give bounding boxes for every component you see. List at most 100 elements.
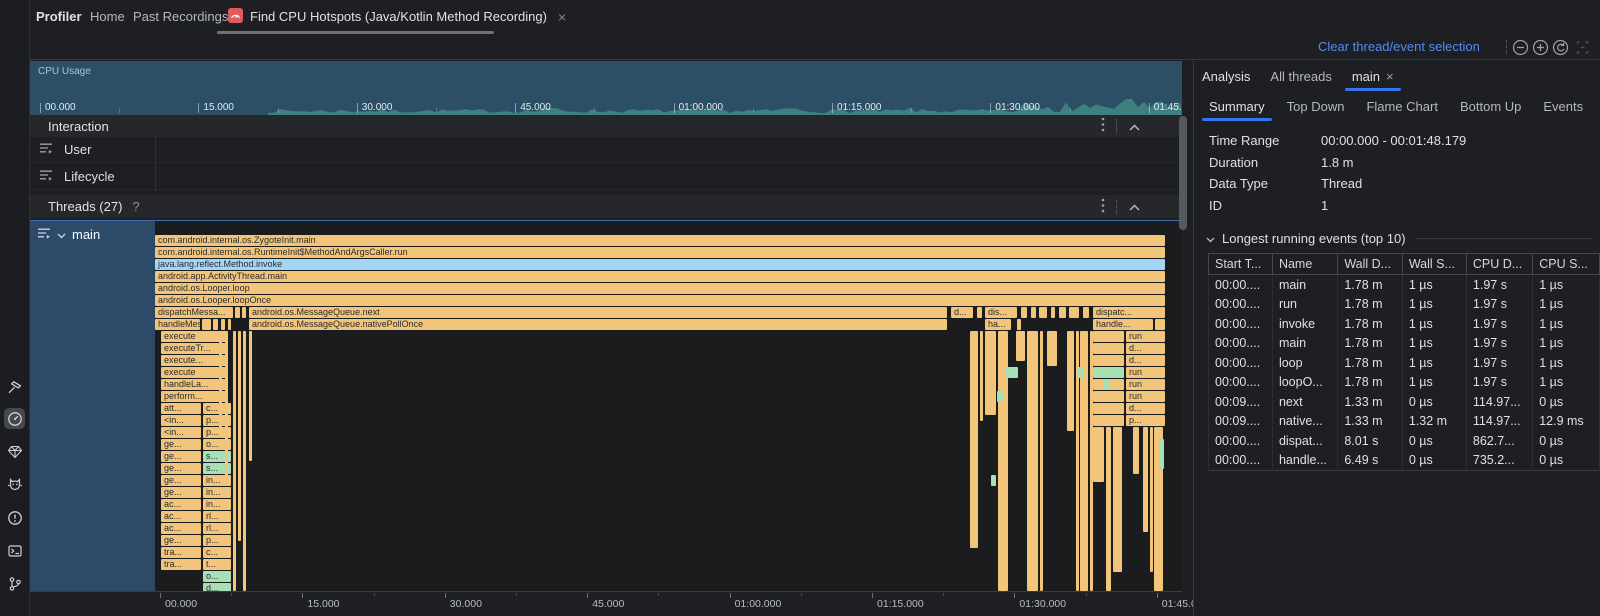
flame-bar[interactable]: d... xyxy=(1126,403,1165,414)
close-tab-icon[interactable]: × xyxy=(558,9,566,25)
events-column-header[interactable]: CPU D... xyxy=(1466,254,1532,275)
flame-bar[interactable] xyxy=(1039,307,1047,318)
flame-bar[interactable] xyxy=(233,331,236,591)
flame-bar[interactable]: execute xyxy=(161,367,227,378)
flame-bar[interactable] xyxy=(249,331,252,461)
flame-bar[interactable] xyxy=(1016,331,1025,361)
flame-bar[interactable]: execute... xyxy=(161,355,227,366)
flame-bar[interactable]: handle... xyxy=(1093,319,1153,330)
flame-bar[interactable] xyxy=(1051,307,1055,318)
flame-bar[interactable] xyxy=(219,331,222,431)
flame-bar[interactable]: ge... xyxy=(161,451,201,462)
event-row[interactable]: 00:00....invoke1.78 m1 µs1.97 s1 µs xyxy=(1209,314,1600,334)
flame-bar[interactable]: <in... xyxy=(161,427,201,438)
detail-tab-flame-chart[interactable]: Flame Chart xyxy=(1366,91,1438,121)
flame-bar[interactable] xyxy=(1113,427,1122,572)
close-tab-icon[interactable]: × xyxy=(1386,69,1394,84)
flame-bar[interactable]: dis... xyxy=(985,307,1017,318)
flame-bar[interactable]: ac... xyxy=(161,499,201,510)
flame-bar[interactable]: ac... xyxy=(161,511,201,522)
zoom-out-icon[interactable] xyxy=(1512,39,1529,56)
cpu-usage-track[interactable]: CPU Usage 00.00015.00030.00045.00001:00.… xyxy=(30,61,1182,115)
reset-zoom-icon[interactable] xyxy=(1552,39,1569,56)
flame-bar[interactable]: ge... xyxy=(161,463,201,474)
event-row[interactable]: 00:09....native...1.33 m1.32 m114.97...1… xyxy=(1209,412,1600,432)
kebab-menu-icon[interactable] xyxy=(1101,198,1105,216)
tab-find-cpu-hotspots[interactable]: Find CPU Hotspots (Java/Kotlin Method Re… xyxy=(217,0,577,33)
flame-bar[interactable] xyxy=(1106,427,1111,591)
flame-bar[interactable] xyxy=(1133,427,1139,474)
flame-bar[interactable] xyxy=(1027,331,1038,591)
flame-bar[interactable] xyxy=(977,307,982,318)
flame-bar[interactable]: rl... xyxy=(203,511,231,522)
call-chart[interactable]: com.android.internal.os.ZygoteInit.mainc… xyxy=(155,221,1182,591)
flame-bar[interactable] xyxy=(980,331,983,421)
event-row[interactable]: 00:00....dispat...8.01 s0 µs862.7...0 µs xyxy=(1209,431,1600,451)
build-icon[interactable] xyxy=(4,376,25,397)
flame-bar[interactable]: handleMes... xyxy=(155,319,200,330)
flame-bar[interactable] xyxy=(1093,391,1124,402)
detail-tab-bottom-up[interactable]: Bottom Up xyxy=(1460,91,1521,121)
flame-bar[interactable]: java.lang.reflect.Method.invoke xyxy=(155,259,1165,270)
event-row[interactable]: 00:00....run1.78 m1 µs1.97 s1 µs xyxy=(1209,295,1600,315)
flame-bar[interactable] xyxy=(235,307,240,318)
flame-bar[interactable]: d... xyxy=(1126,343,1165,354)
flame-bar[interactable] xyxy=(1047,331,1057,366)
flame-bar[interactable]: run xyxy=(1126,367,1165,378)
flame-bar[interactable] xyxy=(1093,331,1124,342)
flame-bar[interactable]: tra... xyxy=(161,547,201,558)
flame-bar[interactable] xyxy=(1059,307,1066,318)
events-column-header[interactable]: Name xyxy=(1272,254,1337,275)
flame-bar[interactable]: dispatchMessa... xyxy=(155,307,233,318)
detail-tab-summary[interactable]: Summary xyxy=(1209,91,1265,121)
thread-tab-main[interactable]: main× xyxy=(1352,61,1394,91)
events-column-header[interactable]: Wall S... xyxy=(1402,254,1466,275)
flame-bar[interactable]: executeTr... xyxy=(161,343,227,354)
flame-bar[interactable]: p... xyxy=(1126,415,1165,426)
flame-bar[interactable] xyxy=(1093,355,1124,366)
flame-bar[interactable] xyxy=(1150,427,1153,572)
problems-icon[interactable] xyxy=(4,507,25,528)
flame-bar[interactable]: p... xyxy=(203,535,231,546)
event-row[interactable]: 00:00....loopO...1.78 m1 µs1.97 s1 µs xyxy=(1209,373,1600,393)
flame-bar[interactable]: ge... xyxy=(161,535,201,546)
flame-bar[interactable] xyxy=(1021,307,1027,318)
flame-bar[interactable] xyxy=(1017,319,1021,330)
flame-bar[interactable]: com.android.internal.os.ZygoteInit.main xyxy=(155,235,1165,246)
tab-past-recordings[interactable]: Past Recordings xyxy=(133,9,228,24)
zoom-to-selection-icon[interactable] xyxy=(1574,39,1591,56)
flame-bar[interactable]: ha... xyxy=(985,319,1011,330)
flame-bar[interactable] xyxy=(1077,367,1084,378)
flame-bar[interactable] xyxy=(1083,307,1089,318)
flame-bar[interactable] xyxy=(1031,307,1036,318)
flame-bar[interactable] xyxy=(1093,427,1104,482)
flame-bar[interactable]: att... xyxy=(161,403,201,414)
flame-bar[interactable]: perform... xyxy=(161,391,227,402)
flame-bar[interactable]: ac... xyxy=(161,523,201,534)
flame-bar[interactable] xyxy=(228,319,231,330)
flame-bar[interactable] xyxy=(1069,307,1079,318)
flame-bar[interactable]: ge... xyxy=(161,475,201,486)
thread-tab-all-threads[interactable]: All threads xyxy=(1270,61,1331,91)
help-icon[interactable]: ? xyxy=(132,199,139,214)
flame-bar[interactable] xyxy=(1093,403,1124,414)
event-row[interactable]: 00:00....main1.78 m1 µs1.97 s1 µs xyxy=(1209,334,1600,354)
detail-tab-events[interactable]: Events xyxy=(1543,91,1583,121)
events-column-header[interactable]: CPU S... xyxy=(1533,254,1600,275)
event-row[interactable]: 00:00....loop1.78 m1 µs1.97 s1 µs xyxy=(1209,353,1600,373)
flame-bar[interactable]: android.os.MessageQueue.nativePollOnce xyxy=(249,319,947,330)
flame-bar[interactable]: d... xyxy=(203,583,231,591)
track-row-user[interactable]: User xyxy=(30,137,1182,163)
flame-bar[interactable] xyxy=(1103,379,1109,390)
flame-bar[interactable]: run xyxy=(1126,379,1165,390)
app-quality-insights-icon[interactable] xyxy=(4,441,25,462)
flame-bar[interactable]: tra... xyxy=(161,559,201,570)
flame-bar[interactable] xyxy=(1155,319,1165,330)
events-column-header[interactable]: Start T... xyxy=(1209,254,1273,275)
profiler-icon[interactable] xyxy=(4,408,25,429)
flame-bar[interactable] xyxy=(970,331,978,548)
collapse-section-icon[interactable] xyxy=(1129,119,1140,134)
flame-bar[interactable] xyxy=(1093,367,1124,378)
flame-bar[interactable] xyxy=(243,331,246,591)
flame-bar[interactable]: rl... xyxy=(203,523,231,534)
